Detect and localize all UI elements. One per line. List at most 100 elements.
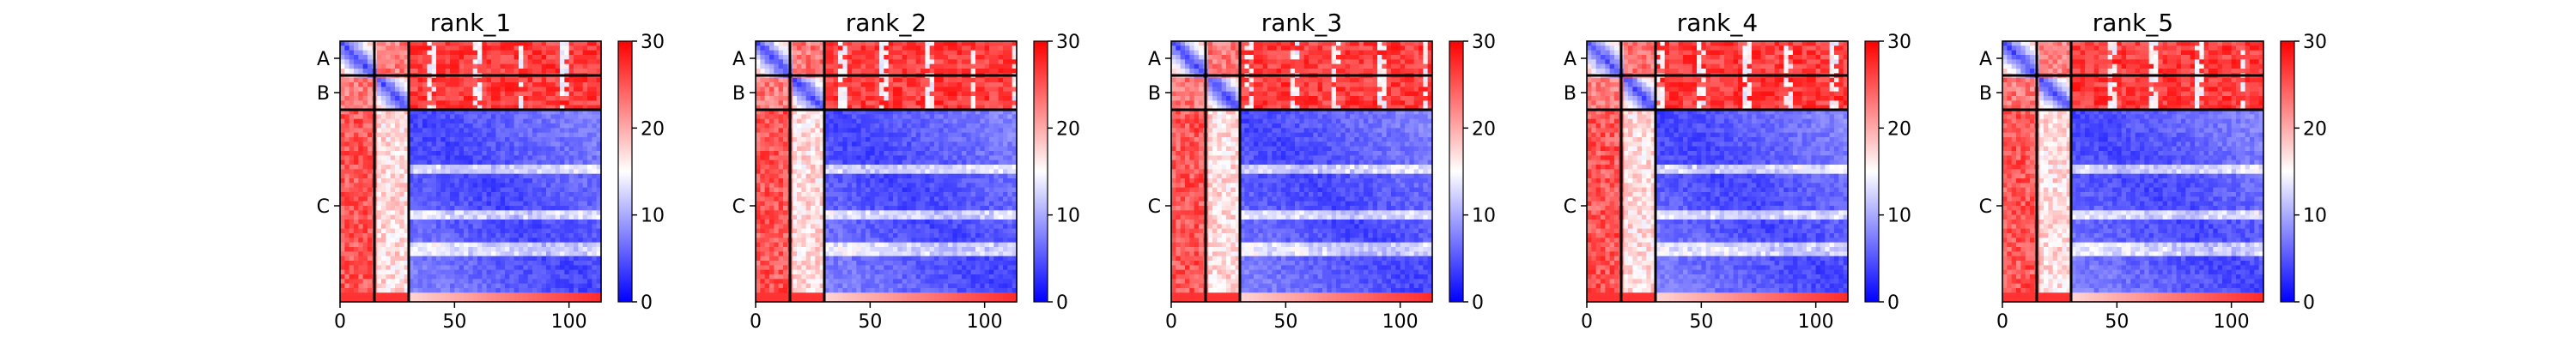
- heatmap-cell: [472, 187, 478, 193]
- heatmap-cell: [491, 137, 496, 142]
- heatmap-cell: [783, 165, 788, 170]
- heatmap-cell: [532, 123, 538, 129]
- heatmap-cell: [440, 151, 447, 156]
- heatmap-cell: [472, 77, 478, 83]
- heatmap-cell: [427, 82, 433, 87]
- heatmap-cell: [966, 169, 972, 175]
- heatmap-cell: [417, 151, 423, 156]
- heatmap-cell: [948, 146, 953, 152]
- heatmap-cell: [427, 242, 433, 248]
- heatmap-cell: [399, 242, 405, 248]
- heatmap-cell: [358, 201, 364, 207]
- heatmap-cell: [519, 96, 524, 101]
- heatmap-cell: [564, 63, 570, 69]
- heatmap-cell: [560, 91, 565, 97]
- heatmap-cell: [1003, 159, 1008, 165]
- heatmap-cell: [824, 114, 829, 120]
- heatmap-cell: [404, 114, 410, 120]
- heatmap-cell: [975, 41, 981, 46]
- heatmap-cell: [459, 69, 465, 74]
- heatmap-cell: [819, 146, 825, 152]
- heatmap-cell: [395, 283, 400, 289]
- heatmap-cell: [934, 55, 939, 60]
- heatmap-cell: [884, 41, 890, 46]
- heatmap-cell: [541, 224, 547, 230]
- heatmap-cell: [541, 274, 547, 280]
- heatmap-cell: [362, 50, 368, 56]
- heatmap-cell: [431, 283, 437, 289]
- heatmap-cell: [957, 173, 963, 179]
- heatmap-cell: [819, 100, 825, 106]
- heatmap-cell: [833, 114, 839, 120]
- heatmap-cell: [546, 87, 551, 93]
- heatmap-cell: [897, 114, 903, 120]
- heatmap-cell: [550, 137, 556, 142]
- heatmap-cell: [527, 159, 533, 165]
- heatmap-cell: [957, 151, 963, 156]
- heatmap-cell: [495, 169, 501, 175]
- heatmap-cell: [472, 242, 478, 248]
- heatmap-cell: [792, 100, 798, 106]
- heatmap-cell: [440, 183, 447, 189]
- heatmap-cell: [829, 82, 835, 87]
- heatmap-cell: [381, 220, 386, 225]
- heatmap-cell: [897, 118, 903, 124]
- heatmap-cell: [760, 50, 766, 56]
- heatmap-cell: [381, 251, 386, 257]
- heatmap-cell: [829, 137, 835, 142]
- heatmap-cell: [574, 151, 579, 156]
- heatmap-cell: [866, 100, 871, 106]
- heatmap-cell: [445, 146, 451, 152]
- heatmap-cell: [893, 169, 898, 175]
- heatmap-cell: [929, 82, 935, 87]
- heatmap-cell: [519, 91, 524, 97]
- heatmap-cell: [596, 269, 602, 275]
- heatmap-cell: [870, 118, 876, 124]
- heatmap-cell: [596, 59, 602, 65]
- heatmap-cell: [874, 100, 880, 106]
- heatmap-cell: [966, 114, 972, 120]
- heatmap-cell: [911, 55, 917, 60]
- heatmap-cell: [578, 87, 584, 93]
- heatmap-cell: [984, 77, 990, 83]
- heatmap-cell: [464, 105, 469, 111]
- heatmap-cell: [482, 132, 488, 138]
- heatmap-cell: [769, 173, 775, 179]
- heatmap-cell: [440, 201, 447, 207]
- heatmap-cell: [574, 82, 579, 87]
- heatmap-cell: [344, 91, 350, 97]
- heatmap-cell: [541, 82, 547, 87]
- heatmap-cell: [797, 100, 802, 106]
- heatmap-cell: [541, 69, 547, 74]
- heatmap-cell: [440, 155, 447, 161]
- heatmap-cell: [587, 228, 592, 234]
- heatmap-cell: [436, 114, 441, 120]
- heatmap-cell: [998, 137, 1004, 142]
- heatmap-cell: [564, 82, 570, 87]
- heatmap-cell: [943, 63, 949, 69]
- heatmap-cell: [596, 96, 602, 101]
- heatmap-cell: [811, 114, 816, 120]
- heatmap-cell: [893, 96, 898, 101]
- heatmap-cell: [436, 100, 441, 106]
- heatmap-cell: [523, 233, 529, 238]
- heatmap-cell: [760, 69, 766, 74]
- heatmap-cell: [897, 110, 903, 115]
- heatmap-cell: [468, 69, 474, 74]
- heatmap-cell: [769, 77, 775, 83]
- heatmap-cell: [970, 59, 976, 65]
- heatmap-cell: [519, 201, 524, 207]
- heatmap-cell: [500, 279, 506, 285]
- heatmap-cell: [482, 233, 488, 238]
- heatmap-cell: [519, 69, 524, 74]
- heatmap-cell: [477, 50, 483, 56]
- heatmap-cell: [805, 50, 811, 56]
- heatmap-cell: [774, 173, 780, 179]
- heatmap-cell: [980, 173, 986, 179]
- heatmap-cell: [998, 96, 1004, 101]
- heatmap-cell: [440, 297, 447, 303]
- heatmap-cell: [805, 87, 811, 93]
- heatmap-cell: [413, 69, 419, 74]
- heatmap-cell: [801, 91, 807, 97]
- heatmap-cell: [870, 63, 876, 69]
